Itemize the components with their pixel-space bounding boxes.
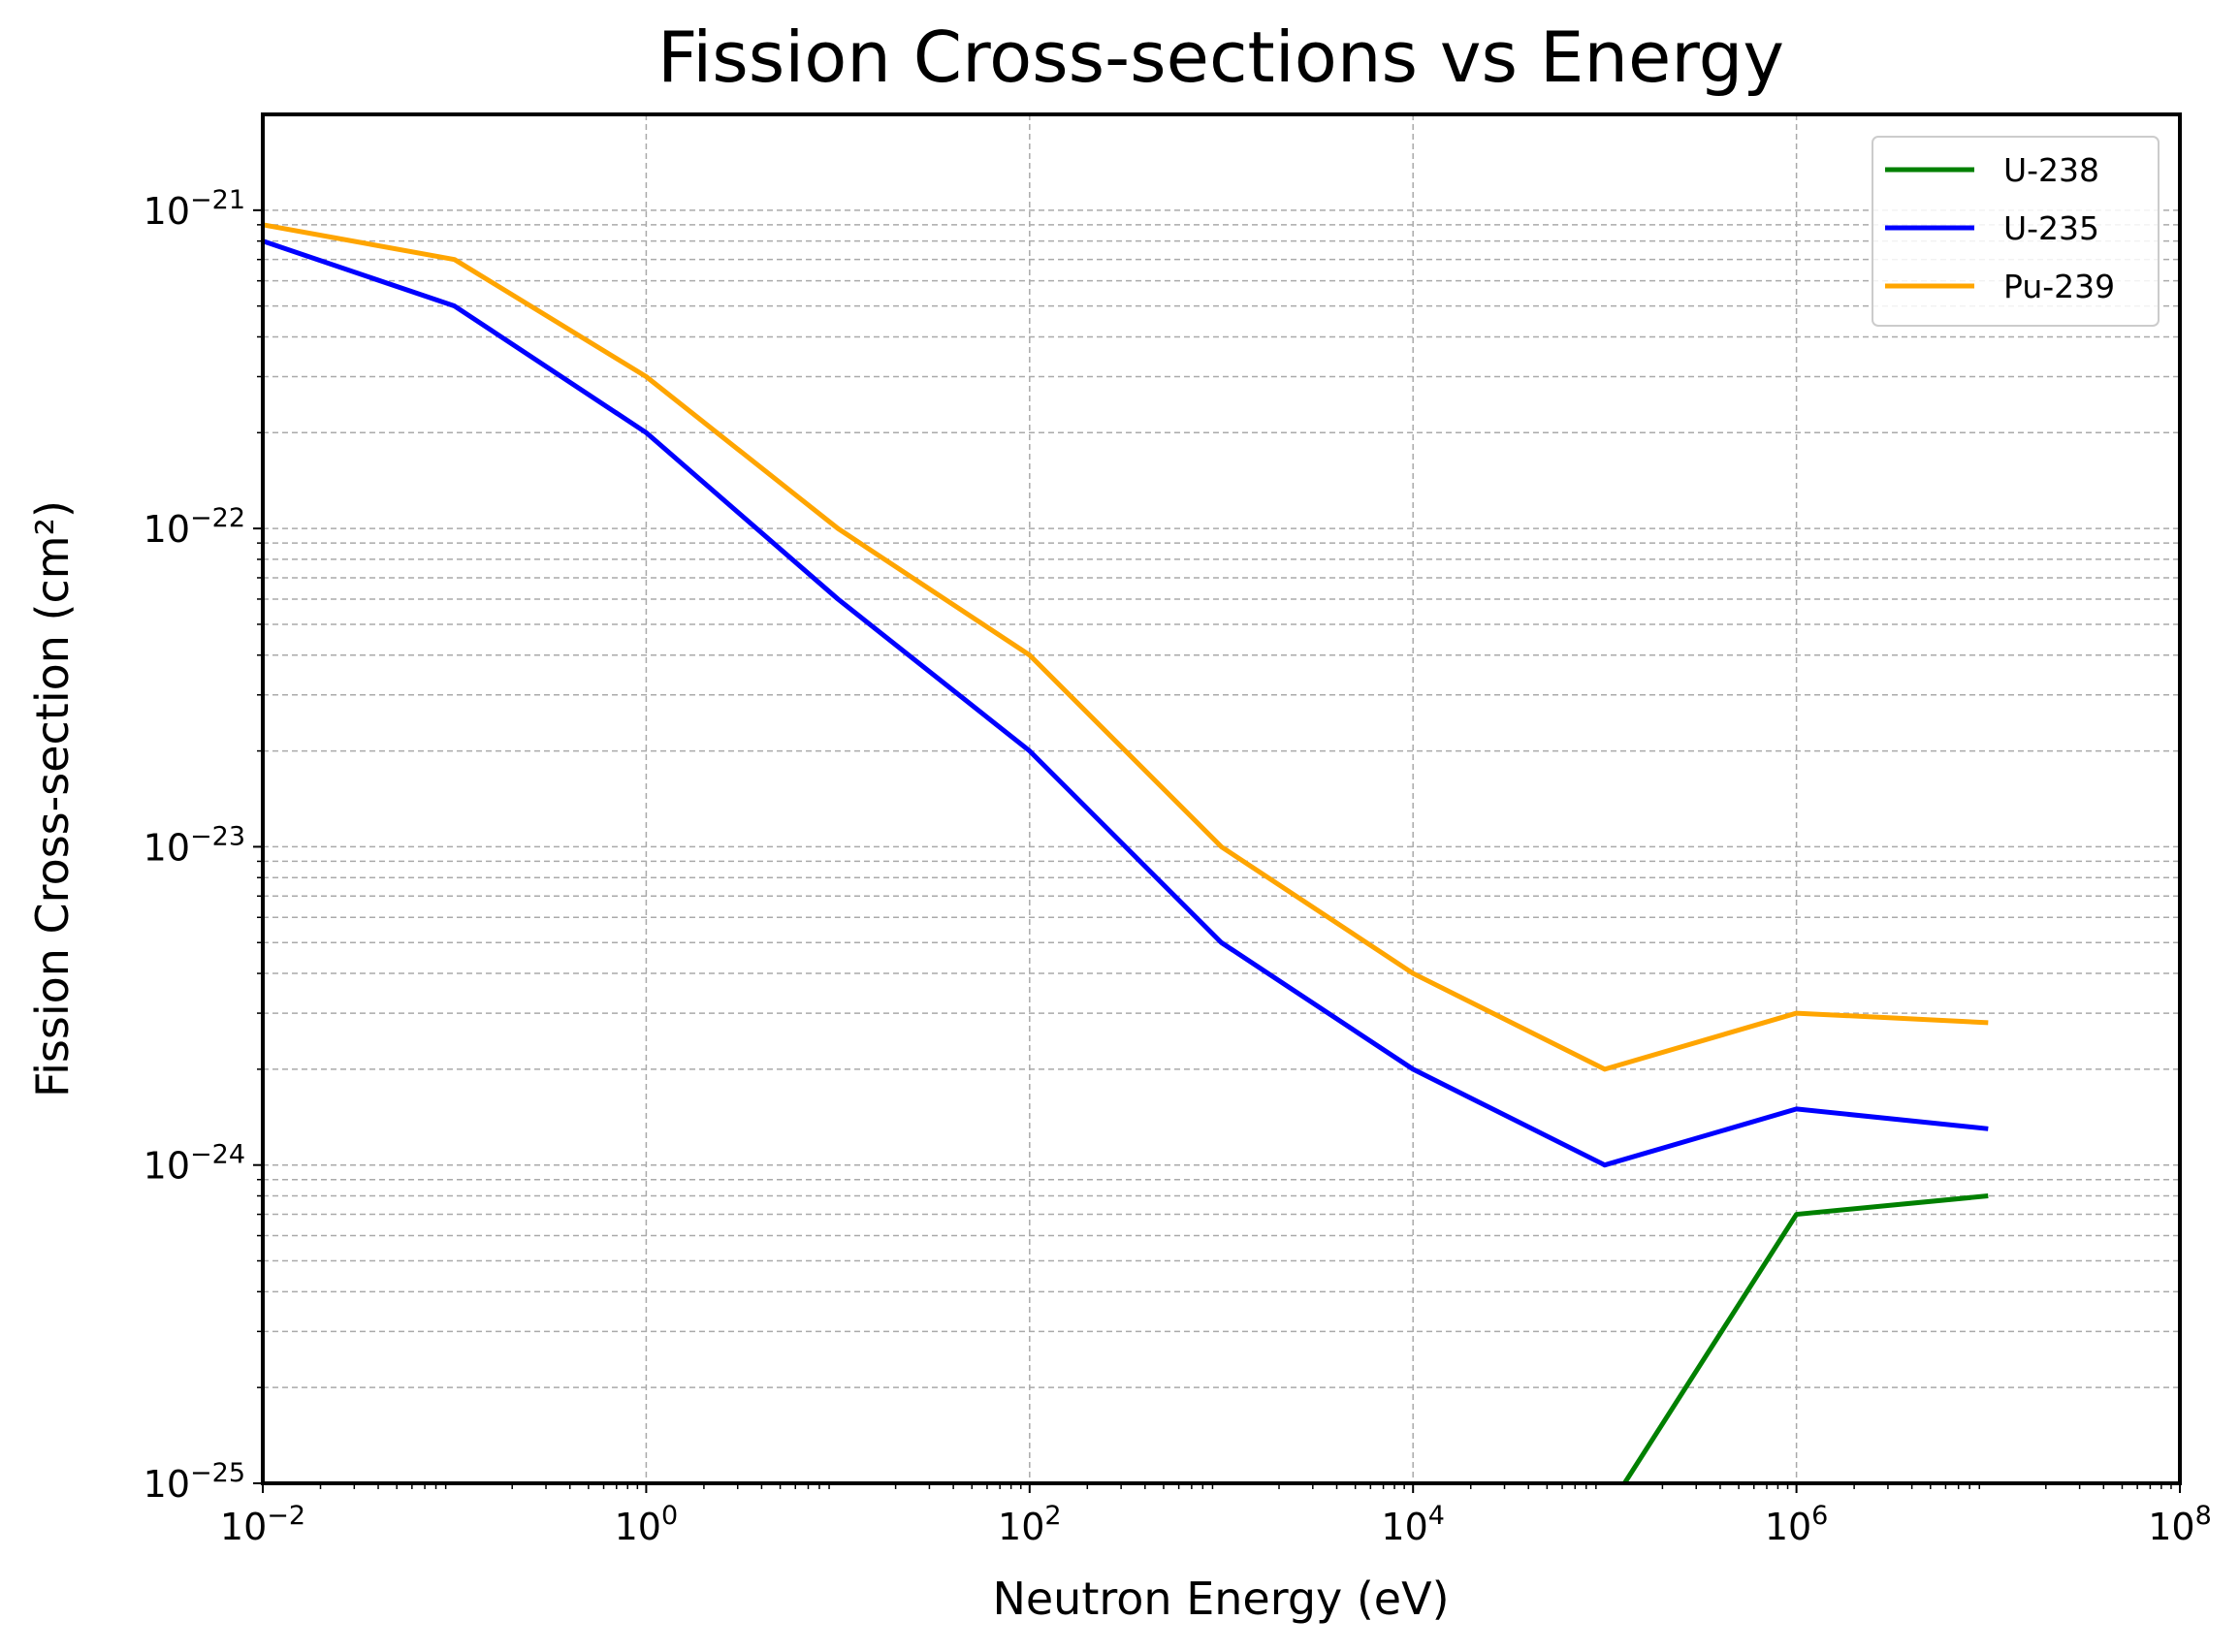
x-tick-label: 10−2: [220, 1501, 305, 1548]
y-axis-label: Fission Cross-section (cm²): [26, 500, 79, 1097]
legend-label: U-235: [2003, 209, 2099, 247]
x-tick-label: 102: [998, 1501, 1062, 1548]
legend-label: U-238: [2003, 151, 2099, 189]
legend-label: Pu-239: [2003, 268, 2115, 305]
series-line: [1621, 1193, 1989, 1483]
x-tick-label: 106: [1765, 1501, 1829, 1548]
chart-title: Fission Cross-sections vs Energy: [657, 16, 1784, 98]
y-tick-label: 10−23: [144, 821, 245, 869]
legend-box: [1872, 136, 2160, 327]
series-line: [263, 238, 1989, 1168]
y-tick-label: 10−25: [144, 1458, 245, 1506]
axes-frame: [261, 112, 2182, 1485]
y-tick-label: 10−21: [144, 185, 245, 233]
plot-area: [263, 222, 1989, 1483]
y-tick-label: 10−22: [144, 503, 245, 551]
series-line: [263, 222, 1989, 1072]
x-tick-label: 108: [2148, 1501, 2212, 1548]
x-tick-label: 104: [1381, 1501, 1445, 1548]
x-tick-label: 100: [615, 1501, 679, 1548]
y-tick-label: 10−24: [144, 1140, 245, 1188]
x-axis-label: Neutron Energy (eV): [992, 1573, 1449, 1625]
